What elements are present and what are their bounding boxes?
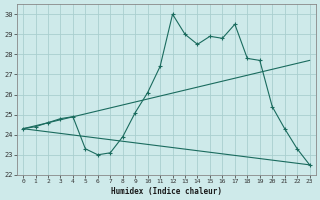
X-axis label: Humidex (Indice chaleur): Humidex (Indice chaleur) bbox=[111, 187, 222, 196]
